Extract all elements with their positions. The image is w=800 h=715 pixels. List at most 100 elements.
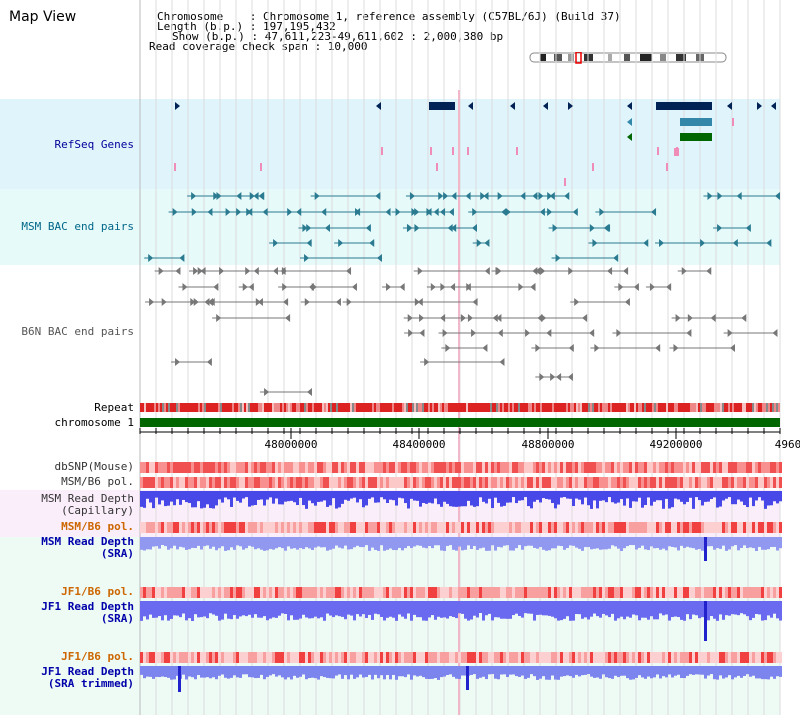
pol-cell (626, 587, 629, 598)
pol-cell (488, 652, 491, 663)
msm-bac-pair-end (395, 208, 401, 216)
pol-cell (461, 652, 464, 663)
pol-cell (467, 477, 470, 488)
read-depth-bar (713, 537, 716, 550)
b6n-bac-pair-end (540, 267, 546, 275)
pol-cell (704, 587, 707, 598)
read-depth-bar (764, 601, 767, 621)
read-depth-bar (686, 666, 689, 676)
read-depth-bar (530, 491, 533, 509)
pol-cell (725, 477, 728, 488)
repeat-block (618, 403, 620, 412)
pol-cell (527, 522, 530, 533)
pol-cell (488, 462, 491, 473)
pol-cell (584, 522, 587, 533)
pol-cell (287, 587, 290, 598)
snp-mark (467, 147, 469, 155)
repeat-block (152, 403, 154, 412)
pol-cell (542, 522, 545, 533)
read-depth-bar (647, 601, 650, 620)
read-depth-bar (707, 537, 710, 547)
read-depth-bar (326, 601, 329, 614)
snp-mark (674, 148, 679, 156)
read-depth-bar (512, 491, 515, 498)
pol-cell (311, 522, 314, 533)
pol-cell (632, 652, 635, 663)
repeat-block (504, 403, 506, 412)
read-depth-bar (740, 601, 743, 614)
pol-cell (677, 652, 680, 663)
pol-cell (467, 462, 470, 473)
pol-cell (584, 652, 587, 663)
read-depth-bar (500, 666, 503, 675)
pol-cell (548, 652, 551, 663)
msm-bac-pair-end (376, 254, 382, 262)
pol-cell (557, 652, 560, 663)
pol-cell (245, 477, 248, 488)
pol-cell (758, 462, 761, 473)
pol-cell (344, 522, 347, 533)
chromosome-bar (140, 418, 780, 427)
pol-cell (395, 477, 398, 488)
read-depth-bar (470, 537, 473, 549)
read-depth-bar (329, 666, 332, 679)
pol-cell (725, 522, 728, 533)
pol-cell (236, 652, 239, 663)
pol-cell (707, 587, 710, 598)
pol-cell (371, 652, 374, 663)
pol-cell (539, 462, 542, 473)
repeat-block (316, 403, 318, 412)
b6n-bac-pair-end (729, 344, 735, 352)
read-depth-bar (143, 491, 146, 508)
pol-cell (752, 477, 755, 488)
read-depth-bar (407, 666, 410, 675)
read-depth-bar (362, 601, 365, 615)
read-depth-bar (776, 601, 779, 619)
pol-cell (683, 477, 686, 488)
read-depth-bar (722, 666, 725, 679)
msm-bac-pair-end (775, 192, 780, 200)
pol-cell (662, 522, 665, 533)
read-depth-bar (536, 491, 539, 500)
read-depth-bar (176, 601, 179, 616)
read-depth-bar (503, 601, 506, 619)
read-depth-bar (398, 601, 401, 615)
read-depth-bar (584, 537, 587, 548)
repeat-block (574, 403, 576, 412)
pol-cell (152, 477, 155, 488)
pol-cell (464, 652, 467, 663)
pol-cell (401, 522, 404, 533)
pol-cell (173, 462, 176, 473)
msm-bac-pair-end (443, 192, 449, 200)
pol-cell (278, 587, 281, 598)
pol-cell (716, 477, 719, 488)
read-depth-bar (236, 491, 239, 501)
read-depth-bar (278, 666, 281, 676)
pol-cell (404, 462, 407, 473)
pol-cell (173, 652, 176, 663)
pol-cell (416, 587, 419, 598)
pol-cell (527, 652, 530, 663)
repeat-block (410, 403, 412, 412)
read-depth-bar (695, 491, 698, 498)
pol-cell (770, 522, 773, 533)
read-depth-bar (149, 537, 152, 550)
read-depth-bar (689, 537, 692, 548)
repeat-block (616, 403, 618, 412)
read-depth-bar (188, 491, 191, 504)
b6n-bac-pair-end (219, 267, 225, 275)
pol-cell (533, 462, 536, 473)
read-depth-bar (533, 491, 536, 502)
repeat-block (688, 403, 690, 412)
read-depth-bar (518, 537, 521, 546)
read-depth-bar (245, 537, 248, 549)
repeat-block (340, 403, 342, 412)
read-depth-bar (626, 601, 629, 617)
read-depth-bar (467, 537, 470, 546)
repeat-block (492, 403, 494, 412)
pol-cell (266, 652, 269, 663)
read-depth-bar (563, 491, 566, 498)
pol-cell (152, 462, 155, 473)
read-depth-bar (509, 491, 512, 503)
